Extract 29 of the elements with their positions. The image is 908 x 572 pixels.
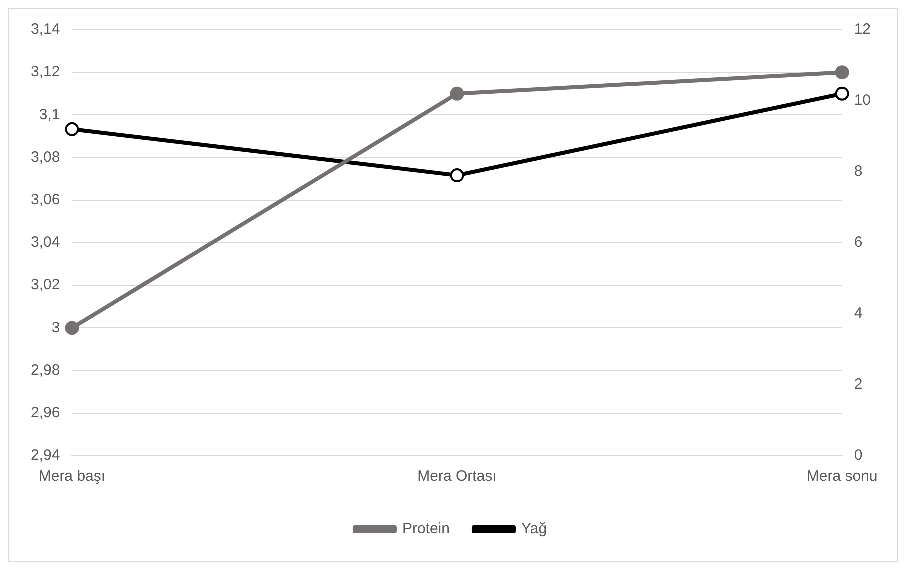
x-tick-label: Mera başı <box>38 468 106 486</box>
y2-tick-label: 6 <box>854 234 863 252</box>
x-tick-label: Mera Ortası <box>418 468 497 486</box>
x-tick-label: Mera sonu <box>806 468 878 486</box>
point <box>835 66 850 80</box>
y2-tick-label: 0 <box>854 447 863 464</box>
y-tick-label: 2,94 <box>30 447 60 464</box>
y-tick-label: 3,14 <box>30 21 60 38</box>
y-tick-label: 2,98 <box>30 362 60 379</box>
point <box>450 168 464 183</box>
point <box>450 86 464 101</box>
point <box>65 122 80 136</box>
y-tick-label: 2,96 <box>30 404 60 422</box>
y2-tick-label: 12 <box>854 21 872 38</box>
point <box>65 321 80 336</box>
legend-label: Yağ <box>521 520 548 538</box>
legend-label: Protein <box>402 520 450 538</box>
y-tick-label: 3,02 <box>30 276 60 294</box>
y-tick-label: 3,06 <box>30 192 60 209</box>
y-tick-label: 3,12 <box>30 64 60 81</box>
y-tick-label: 3,04 <box>30 234 60 252</box>
point <box>835 86 850 101</box>
y2-tick-label: 2 <box>854 376 863 394</box>
y-tick-label: 3 <box>52 319 60 336</box>
y2-tick-label: 8 <box>854 163 863 180</box>
y2-tick-label: 10 <box>854 92 872 110</box>
y2-tick-label: 4 <box>854 305 863 322</box>
y-tick-label: 3,08 <box>30 148 60 166</box>
y-tick-label: 3,1 <box>39 106 60 124</box>
